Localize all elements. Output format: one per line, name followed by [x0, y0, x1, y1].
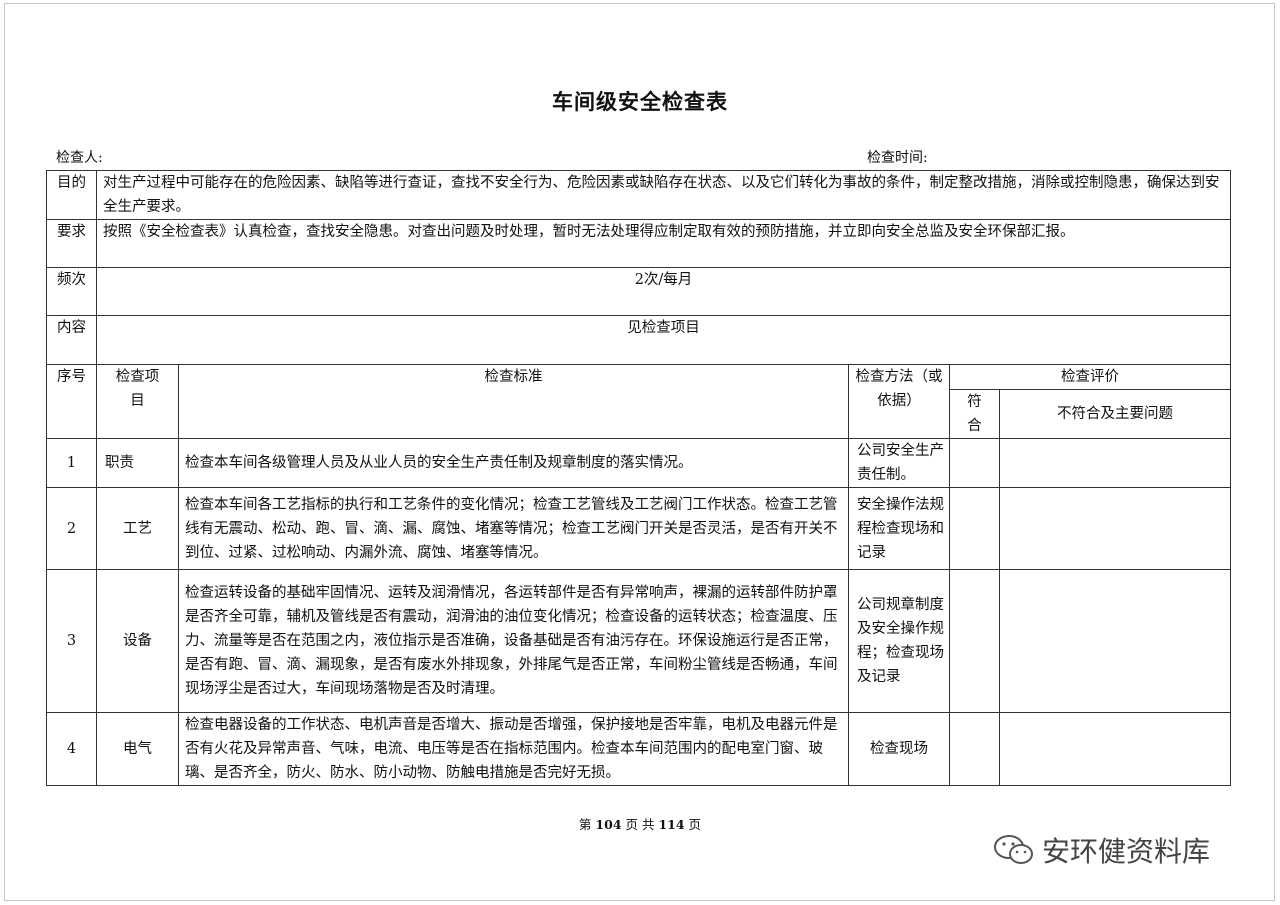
info-row-requirement: 要求 按照《安全检查表》认真检查，查找安全隐患。对查出问题及时处理，暂时无法处理… [46, 219, 1232, 268]
info-row-purpose: 目的 对生产过程中可能存在的危险因素、缺陷等进行查证，查找不安全行为、危险因素或… [46, 170, 1232, 220]
info-label: 目的 [46, 170, 97, 220]
watermark-text: 安环健资料库 [1042, 835, 1211, 868]
header-subrow: 符合 不符合及主要问题 [47, 389, 1232, 439]
row-no: 4 [46, 712, 97, 786]
row-method: 公司规章制度及安全操作规程；检查现场及记录 [848, 569, 950, 713]
inspector-label: 检查人: [56, 150, 103, 166]
footer-page: 104 [595, 817, 622, 832]
row-no: 3 [46, 569, 97, 713]
row-conform[interactable] [949, 438, 1000, 488]
row-no: 2 [46, 487, 97, 570]
row-nonconform[interactable] [998, 438, 1232, 488]
info-text: 对生产过程中可能存在的危险因素、缺陷等进行查证，查找不安全行为、危险因素或缺陷存… [95, 170, 1232, 220]
header-no: 序号 [46, 364, 97, 439]
table-row: 3 设备 检查运转设备的基础牢固情况、运转及润滑情况，各运转部件是否有异常响声，… [46, 569, 1232, 713]
header-conform: 符合 [949, 389, 1000, 439]
info-row-frequency: 频次 2次/每月 [46, 267, 1232, 316]
watermark: 安环健资料库 [992, 830, 1210, 870]
row-standard: 检查本车间各级管理人员及从业人员的安全生产责任制及规章制度的落实情况。 [178, 438, 849, 488]
row-item: 设备 [96, 569, 179, 713]
inspection-time-label: 检查时间: [867, 150, 928, 166]
row-item: 电气 [96, 712, 179, 786]
info-label: 频次 [46, 267, 97, 316]
safety-check-table: 目的 对生产过程中可能存在的危险因素、缺陷等进行查证，查找不安全行为、危险因素或… [46, 170, 1232, 786]
row-conform[interactable] [949, 569, 1000, 713]
row-nonconform[interactable] [998, 487, 1232, 570]
row-conform[interactable] [949, 712, 1000, 786]
row-standard: 检查本车间各工艺指标的执行和工艺条件的变化情况；检查工艺管线及工艺阀门工作状态。… [178, 487, 849, 570]
row-no: 1 [46, 438, 97, 488]
header-nonconform: 不符合及主要问题 [998, 389, 1232, 439]
footer-middle: 页 共 [625, 817, 655, 832]
row-method: 检查现场 [848, 712, 950, 786]
info-label: 要求 [46, 219, 97, 268]
info-text: 2次/每月 [95, 267, 1232, 316]
header-item: 检查项目 [96, 364, 179, 439]
table-row: 4 电气 检查电器设备的工作状态、电机声音是否增大、振动是否增强，保护接地是否牢… [46, 712, 1232, 786]
header-row: 序号 检查项目 检查标准 检查方法（或依据） 检查评价 [46, 364, 1232, 439]
page-frame [4, 3, 1275, 901]
row-standard: 检查电器设备的工作状态、电机声音是否增大、振动是否增强，保护接地是否牢靠，电机及… [178, 712, 849, 786]
info-text: 按照《安全检查表》认真检查，查找安全隐患。对查出问题及时处理，暂时无法处理得应制… [95, 219, 1232, 268]
row-standard: 检查运转设备的基础牢固情况、运转及润滑情况，各运转部件是否有异常响声，裸漏的运转… [178, 569, 849, 713]
page-footer: 第 104 页 共 114 页 [0, 814, 1280, 833]
table-row: 2 工艺 检查本车间各工艺指标的执行和工艺条件的变化情况；检查工艺管线及工艺阀门… [46, 487, 1232, 570]
row-conform[interactable] [949, 487, 1000, 570]
info-row-content: 内容 见检查项目 [46, 315, 1232, 365]
wechat-icon [994, 835, 1033, 864]
header-standard: 检查标准 [178, 364, 849, 439]
info-text: 见检查项目 [95, 315, 1232, 365]
row-nonconform[interactable] [998, 569, 1232, 713]
footer-total: 114 [658, 817, 685, 832]
table-row: 1 职责 检查本车间各级管理人员及从业人员的安全生产责任制及规章制度的落实情况。… [46, 438, 1232, 488]
row-method: 安全操作法规程检查现场和记录 [848, 487, 950, 570]
header-evaluation: 检查评价 [948, 364, 1232, 390]
footer-prefix: 第 [578, 817, 592, 832]
footer-suffix: 页 [688, 817, 702, 832]
row-item: 工艺 [96, 487, 179, 570]
info-label: 内容 [46, 315, 97, 365]
row-nonconform[interactable] [998, 712, 1232, 786]
header-method: 检查方法（或依据） [848, 364, 950, 439]
row-method: 公司安全生产责任制。 [848, 438, 950, 488]
row-item: 职责 [96, 438, 179, 488]
page-title: 车间级安全检查表 [552, 89, 728, 114]
